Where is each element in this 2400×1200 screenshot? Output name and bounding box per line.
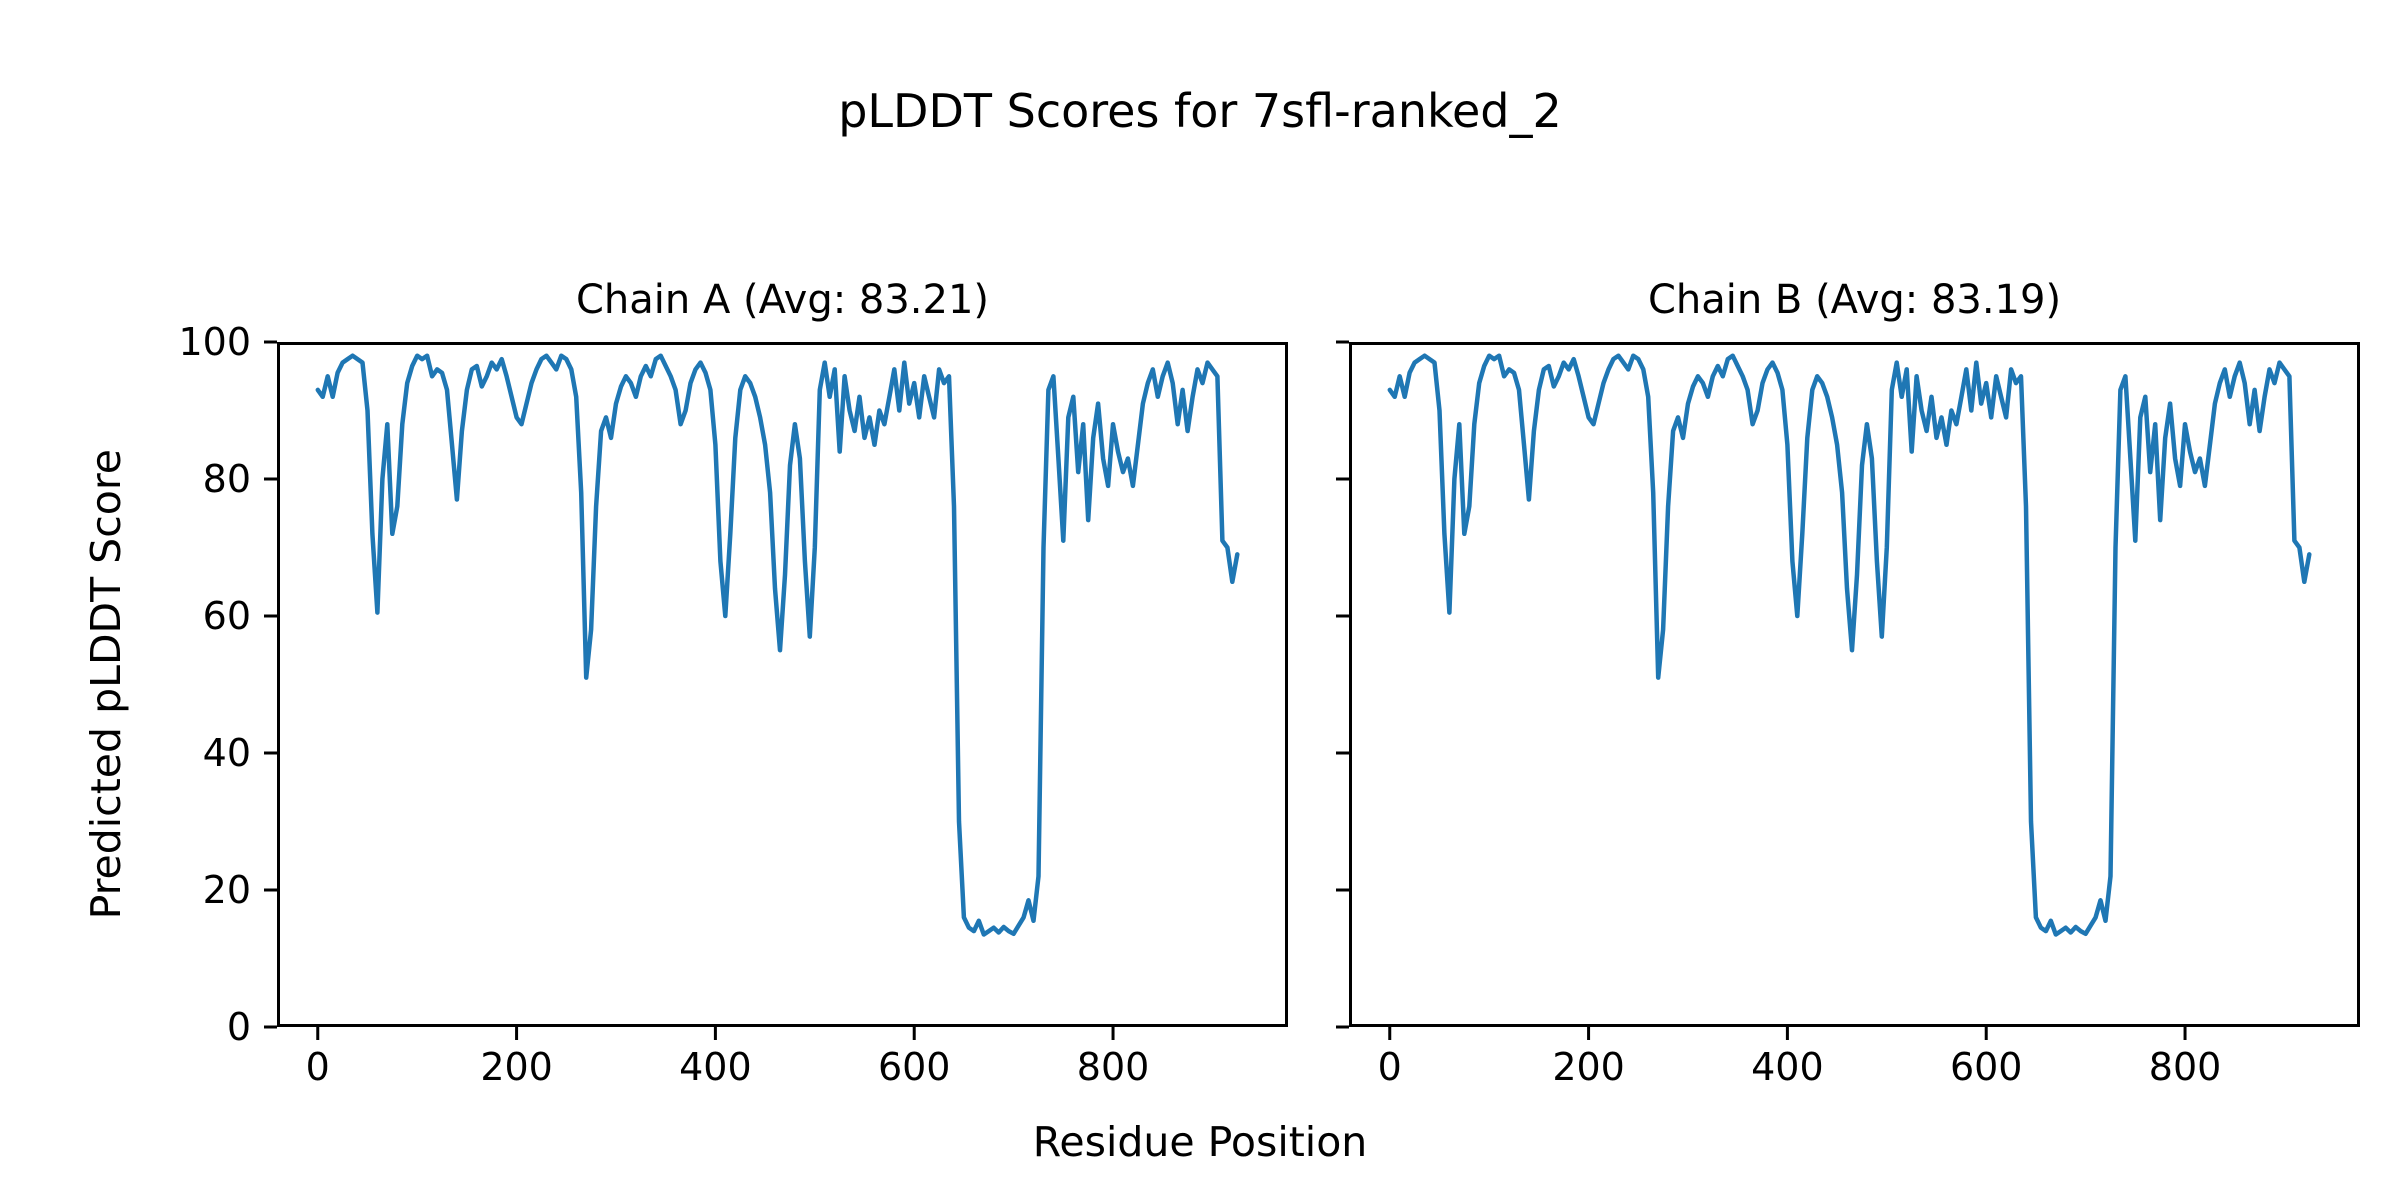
y-tick-label: 0	[226, 1005, 251, 1049]
x-tick-label: 200	[480, 1045, 553, 1089]
y-tick-label: 60	[202, 594, 251, 638]
x-tick-label: 600	[1949, 1045, 2023, 1089]
x-tick-label: 800	[2148, 1045, 2222, 1089]
x-tick-label: 400	[1751, 1045, 1824, 1089]
plot-border	[1349, 342, 2360, 1027]
subplot-chain-b-title: Chain B (Avg: 83.19)	[1647, 277, 2062, 323]
x-tick-label: 800	[1076, 1045, 1150, 1089]
subplot-chain-a: Chain A (Avg: 83.21) 0 200 400 600 800 0 20 40 6…	[178, 280, 1288, 1086]
plot-svg	[264, 340, 1288, 1040]
plot-border	[277, 342, 1288, 1027]
subplot-chain-b: Chain B (Avg: 83.19) 0 200 400 600 800	[1336, 280, 2360, 1086]
y-tick-label: 20	[202, 868, 251, 912]
page-title: pLDDT Scores for 7sfl-ranked_2	[838, 84, 1562, 138]
y-tick-label: 40	[202, 731, 251, 775]
subplot-chain-a-title: Chain A (Avg: 83.21)	[575, 277, 990, 323]
x-tick-label: 0	[1377, 1045, 1402, 1089]
y-tick-label: 80	[202, 457, 251, 501]
y-axis-label: Predicted pLDDT Score	[81, 449, 130, 920]
y-tick-label: 100	[178, 320, 251, 364]
x-tick-label: 600	[877, 1045, 951, 1089]
plot-svg	[1336, 340, 2360, 1040]
x-tick-label: 200	[1552, 1045, 1625, 1089]
plddt-line	[315, 353, 1240, 937]
x-tick-label: 0	[305, 1045, 330, 1089]
x-axis-label: Residue Position	[1032, 1118, 1368, 1166]
x-tick-label: 400	[679, 1045, 752, 1089]
y-axis-label-wrap: Predicted pLDDT Score	[82, 342, 130, 1027]
plddt-line	[1387, 353, 2312, 937]
